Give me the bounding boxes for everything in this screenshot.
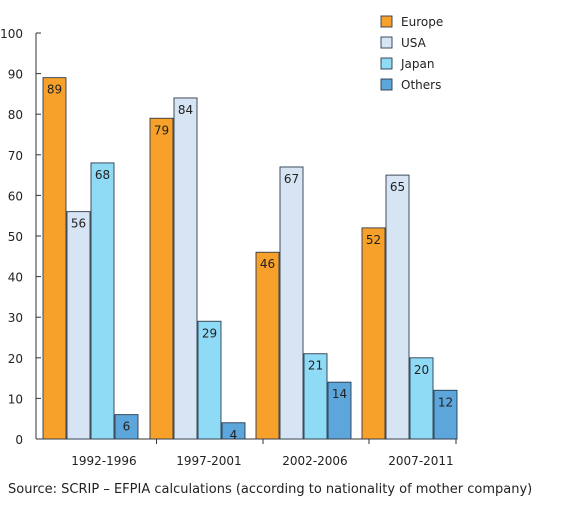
legend-label: Others	[401, 78, 441, 92]
legend-label: USA	[401, 36, 427, 50]
bar	[197, 320, 222, 440]
x-tick-label: 1997-2001	[176, 454, 241, 468]
data-label: 29	[202, 326, 217, 340]
bar	[327, 381, 352, 440]
x-tick-label: 1992-1996	[71, 454, 136, 468]
y-tick-label: 50	[8, 230, 23, 244]
data-label: 65	[390, 180, 405, 194]
bar	[149, 117, 174, 440]
data-label: 21	[308, 359, 323, 373]
data-label: 89	[47, 83, 62, 97]
x-axis: 1992-1996 1997-2001 2002-2006 2007-2011	[36, 438, 457, 468]
bar	[114, 414, 139, 440]
data-label: 67	[284, 172, 299, 186]
data-label: 68	[95, 168, 110, 182]
bar	[279, 166, 304, 440]
data-label: 84	[178, 103, 193, 117]
bar	[66, 211, 91, 440]
legend-label: Europe	[401, 15, 443, 29]
data-label: 56	[71, 217, 86, 231]
bar	[409, 357, 434, 440]
legend-swatch	[380, 15, 393, 28]
x-tick-label: 2007-2011	[388, 454, 453, 468]
bars	[42, 77, 458, 440]
source-note: Source: SCRIP – EFPIA calculations (acco…	[8, 482, 533, 497]
bar	[361, 227, 386, 440]
y-tick-label: 60	[8, 189, 23, 203]
bar	[433, 389, 458, 440]
data-label: 46	[260, 257, 275, 271]
y-tick-label: 0	[15, 433, 23, 447]
y-tick-label: 90	[8, 68, 23, 82]
y-axis: 0 10 20 30 40 50 60 70 80 90 100	[0, 27, 41, 447]
y-tick-label: 10	[8, 392, 23, 406]
data-label: 52	[366, 233, 381, 247]
data-label: 4	[230, 428, 238, 442]
bar	[303, 353, 328, 440]
data-label: 79	[154, 123, 169, 137]
legend-swatch	[380, 36, 393, 49]
legend-swatch	[380, 78, 393, 91]
bar	[42, 77, 67, 440]
legend-swatch	[380, 57, 393, 70]
y-tick-label: 20	[8, 352, 23, 366]
legend-label: Japan	[400, 57, 434, 71]
data-label: 14	[332, 387, 347, 401]
bar	[173, 97, 198, 440]
bar	[255, 251, 280, 440]
x-tick-label: 2002-2006	[282, 454, 347, 468]
y-tick-label: 40	[8, 271, 23, 285]
data-label: 20	[414, 363, 429, 377]
bar-chart: 0 10 20 30 40 50 60 70 80 90 100 1992-1996 1997-200…	[0, 15, 458, 468]
data-label: 12	[438, 395, 453, 409]
bar	[90, 162, 115, 440]
bar-labels: 89 56 68 6 79 84 29 4 46 67 21 14 52 65 20 12	[47, 83, 453, 442]
data-label: 6	[123, 420, 131, 434]
legend: Europe USA Japan Others	[380, 15, 443, 92]
y-tick-label: 30	[8, 311, 23, 325]
y-tick-label: 70	[8, 149, 23, 163]
bar	[385, 174, 410, 440]
bar	[221, 422, 246, 440]
y-tick-label: 100	[0, 27, 23, 41]
y-tick-label: 80	[8, 108, 23, 122]
